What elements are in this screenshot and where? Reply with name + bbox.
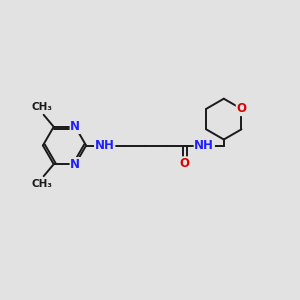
Text: CH₃: CH₃ <box>32 179 53 189</box>
Text: N: N <box>70 120 80 133</box>
Text: O: O <box>236 102 247 116</box>
Text: CH₃: CH₃ <box>32 102 53 112</box>
Text: NH: NH <box>194 139 214 152</box>
Text: N: N <box>70 158 80 171</box>
Text: O: O <box>180 157 190 170</box>
Text: NH: NH <box>95 139 115 152</box>
